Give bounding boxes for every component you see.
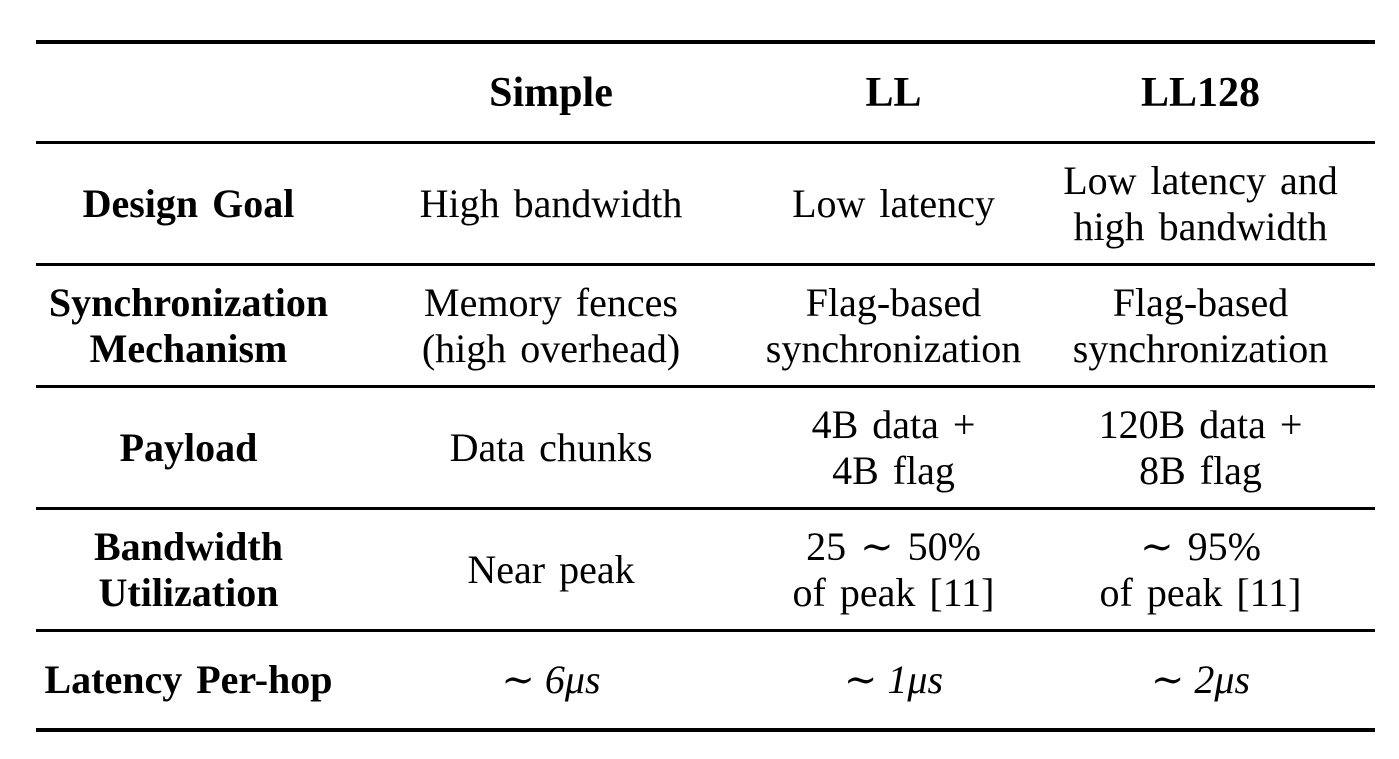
table-row-bandwidth-utilization: Bandwidth Utilization Near peak 25 ∼ 50%…: [36, 510, 1375, 629]
table-row-payload: Payload Data chunks 4B data + 4B flag 12…: [36, 388, 1375, 507]
bottom-rule: [36, 728, 1375, 732]
row-rule: [36, 385, 1375, 388]
header-rule: [36, 141, 1375, 144]
header-simple: Simple: [489, 69, 613, 116]
ll128-cell: ∼ 2μs: [1026, 657, 1375, 703]
cell-line: of peak [11]: [792, 569, 995, 615]
ll-cell: 25 ∼ 50% of peak [11]: [761, 524, 1026, 616]
row-label: Payload: [36, 425, 341, 471]
ll128-cell: 120B data + 8B flag: [1026, 402, 1375, 494]
simple-cell: ∼ 6μs: [341, 657, 761, 703]
cell-line: ∼ 6μs: [501, 657, 601, 702]
table-row-latency: Latency Per-hop ∼ 6μs ∼ 1μs ∼ 2μs: [36, 632, 1375, 728]
cell-line: synchronization: [1072, 325, 1329, 371]
ll-cell: ∼ 1μs: [761, 657, 1026, 703]
comparison-table: Simple LL LL128 Design Goal High bandwid…: [36, 40, 1375, 732]
row-label-line: Synchronization: [48, 279, 329, 325]
row-label: Synchronization Mechanism: [36, 280, 341, 372]
ll128-cell: Flag-based synchronization: [1026, 280, 1375, 372]
cell-line: (high overhead): [421, 325, 681, 371]
cell-line: 4B data +: [811, 401, 976, 447]
row-label: Bandwidth Utilization: [36, 524, 341, 616]
simple-cell: Data chunks: [341, 425, 761, 471]
cell-line: Flag-based: [805, 279, 982, 325]
cell-line: ∼ 2μs: [1150, 657, 1251, 702]
ll128-cell: Low latency and high bandwidth: [1026, 158, 1375, 250]
row-label-line: Bandwidth: [94, 523, 283, 569]
cell-line: 120B data +: [1098, 401, 1303, 447]
simple-cell: Memory fences (high overhead): [341, 280, 761, 372]
row-label-line: Mechanism: [89, 325, 288, 371]
cell-line: Near peak: [467, 546, 635, 592]
cell-line: Data chunks: [449, 424, 653, 470]
header-ll128: LL128: [1140, 69, 1261, 116]
cell-line: Low latency: [792, 180, 995, 226]
cell-line: of peak [11]: [1099, 569, 1302, 615]
cell-line: 4B flag: [832, 447, 955, 493]
cell-line: Memory fences: [424, 279, 678, 325]
cell-line: Flag-based: [1112, 279, 1289, 325]
cell-line: 8B flag: [1139, 447, 1262, 493]
top-rule: [36, 40, 1375, 44]
row-label: Latency Per-hop: [36, 657, 341, 703]
cell-line: synchronization: [765, 325, 1022, 371]
simple-cell: Near peak: [341, 547, 761, 593]
row-label-line: Design Goal: [82, 180, 295, 226]
ll-cell: Flag-based synchronization: [761, 280, 1026, 372]
header-ll: LL: [865, 69, 922, 116]
row-rule: [36, 507, 1375, 510]
row-label-line: Utilization: [98, 569, 279, 615]
ll-cell: Low latency: [761, 181, 1026, 227]
simple-cell: High bandwidth: [341, 181, 761, 227]
ll-cell: 4B data + 4B flag: [761, 402, 1026, 494]
table-row-design-goal: Design Goal High bandwidth Low latency L…: [36, 144, 1375, 263]
ll128-cell: ∼ 95% of peak [11]: [1026, 524, 1375, 616]
row-rule: [36, 263, 1375, 266]
cell-line: High bandwidth: [419, 180, 683, 226]
row-rule: [36, 629, 1375, 632]
cell-line: Low latency and: [1063, 157, 1338, 203]
cell-line: 25 ∼ 50%: [806, 523, 981, 569]
row-label-line: Latency Per-hop: [44, 657, 333, 702]
cell-line: high bandwidth: [1073, 203, 1328, 249]
row-label: Design Goal: [36, 181, 341, 227]
header-row: Simple LL LL128: [36, 44, 1375, 141]
cell-line: ∼ 1μs: [843, 657, 944, 702]
row-label-line: Payload: [119, 424, 258, 470]
cell-line: ∼ 95%: [1140, 523, 1261, 569]
table-row-synchronization: Synchronization Mechanism Memory fences …: [36, 266, 1375, 385]
